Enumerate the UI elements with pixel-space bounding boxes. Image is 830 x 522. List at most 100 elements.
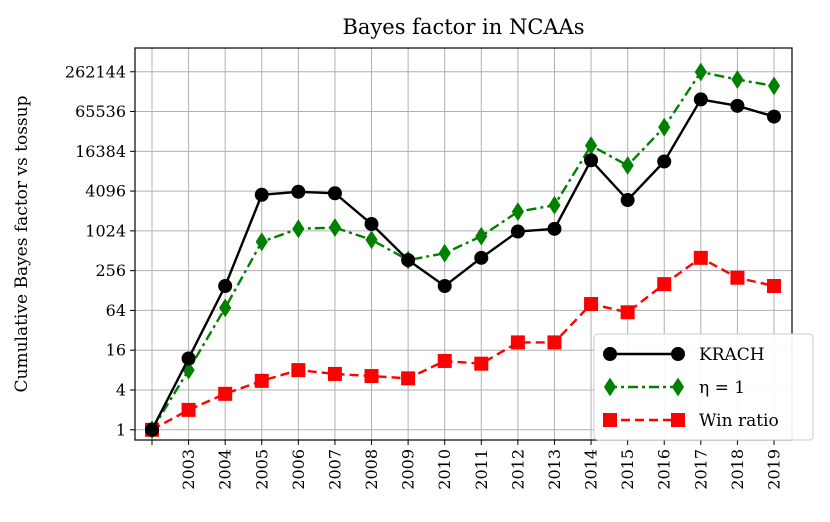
data-point	[438, 243, 451, 263]
x-tick-label: 2004	[216, 449, 235, 490]
x-tick-label: 2011	[472, 449, 491, 490]
data-point	[145, 422, 159, 437]
x-tick-label: 2015	[618, 449, 637, 490]
legend-marker	[671, 413, 685, 427]
data-point	[328, 218, 342, 237]
y-tick-label: 256	[95, 261, 126, 280]
y-tick-label: 4	[116, 380, 126, 399]
data-point	[620, 193, 635, 208]
data-point	[767, 109, 781, 124]
data-point	[657, 277, 672, 292]
data-point	[694, 62, 707, 82]
data-point	[364, 369, 379, 384]
y-axis: 1 4 16 64 256 1024 4096 16384 65536 262144	[65, 62, 135, 439]
y-tick-label: 16	[106, 341, 126, 360]
series-layer	[145, 62, 781, 440]
data-point	[621, 156, 634, 175]
data-point	[365, 230, 378, 250]
data-point	[255, 232, 268, 252]
data-point	[548, 195, 561, 215]
data-point	[219, 298, 232, 318]
x-tick-label: 2007	[325, 449, 344, 490]
legend-entry: KRACH	[603, 345, 765, 365]
data-point	[731, 70, 744, 89]
x-tick-label: 2006	[289, 449, 308, 490]
x-tick-label: 2010	[435, 449, 454, 490]
data-point	[693, 250, 708, 265]
chart-title: Bayes factor in NCAAs	[342, 15, 584, 39]
data-point	[584, 297, 599, 312]
x-tick-label: 2019	[765, 449, 784, 490]
x-tick-label: 2008	[362, 449, 381, 490]
data-point	[474, 250, 489, 265]
data-point	[475, 226, 488, 246]
legend-label: η = 1	[699, 378, 745, 398]
legend: KRACH η = 1 Win ratio	[593, 333, 814, 441]
data-point	[730, 270, 745, 285]
legend-label: Win ratio	[699, 411, 779, 431]
legend-entry: η = 1	[603, 377, 745, 398]
data-point	[401, 371, 416, 386]
data-point	[291, 363, 306, 378]
data-point	[511, 202, 524, 222]
data-point	[437, 353, 452, 368]
data-point	[620, 305, 635, 320]
y-tick-label: 262144	[65, 62, 126, 81]
y-axis-label: Cumulative Bayes factor vs tossup	[12, 95, 32, 392]
data-point	[291, 184, 306, 199]
data-point	[474, 356, 489, 371]
legend-label: KRACH	[699, 345, 765, 365]
x-tick-label: 2016	[655, 449, 674, 490]
data-point	[218, 386, 233, 401]
x-tick-label: 2018	[728, 449, 747, 490]
data-point	[181, 402, 196, 417]
legend-marker	[671, 377, 685, 397]
data-point	[657, 154, 672, 169]
data-point	[584, 153, 599, 168]
x-axis: 2003 2004 2005 2006 2007 2008 2009 2010 2011 2012…	[151, 440, 784, 490]
data-point	[510, 335, 525, 350]
data-point	[693, 92, 708, 107]
data-point	[292, 219, 305, 239]
y-tick-label: 1024	[85, 221, 126, 240]
data-point	[547, 335, 562, 350]
legend-box	[593, 333, 814, 441]
legend-marker	[603, 413, 617, 427]
data-point	[254, 187, 269, 202]
data-point	[547, 221, 562, 236]
y-tick-label: 4096	[85, 182, 126, 201]
data-point	[254, 373, 269, 388]
y-tick-label: 1	[116, 420, 126, 439]
data-point	[181, 351, 196, 366]
series-line	[150, 98, 775, 431]
data-point	[437, 278, 452, 293]
legend-entry: Win ratio	[603, 411, 779, 431]
x-tick-label: 2014	[582, 449, 601, 490]
legend-marker	[603, 347, 617, 361]
series-line	[150, 70, 775, 431]
y-tick-label: 65536	[75, 102, 126, 121]
x-tick-label: 2017	[691, 449, 710, 490]
y-tick-label: 16384	[75, 142, 126, 161]
data-point	[658, 117, 671, 137]
series-0	[145, 92, 781, 437]
data-point	[510, 224, 525, 239]
legend-marker	[671, 347, 685, 361]
data-point	[767, 278, 781, 293]
data-point	[327, 186, 342, 201]
data-point	[364, 217, 379, 232]
x-tick-label: 2009	[399, 449, 418, 490]
x-tick-label: 2012	[508, 449, 527, 490]
x-tick-label: 2013	[545, 449, 564, 490]
data-point	[767, 76, 781, 96]
data-point	[327, 366, 342, 381]
legend-marker	[603, 377, 617, 397]
data-point	[730, 98, 745, 113]
x-tick-label: 2005	[252, 449, 271, 490]
plot-frame	[134, 47, 793, 441]
y-tick-label: 64	[106, 301, 126, 320]
data-point	[218, 278, 233, 293]
data-point	[401, 253, 416, 268]
x-tick-label: 2003	[179, 449, 198, 490]
